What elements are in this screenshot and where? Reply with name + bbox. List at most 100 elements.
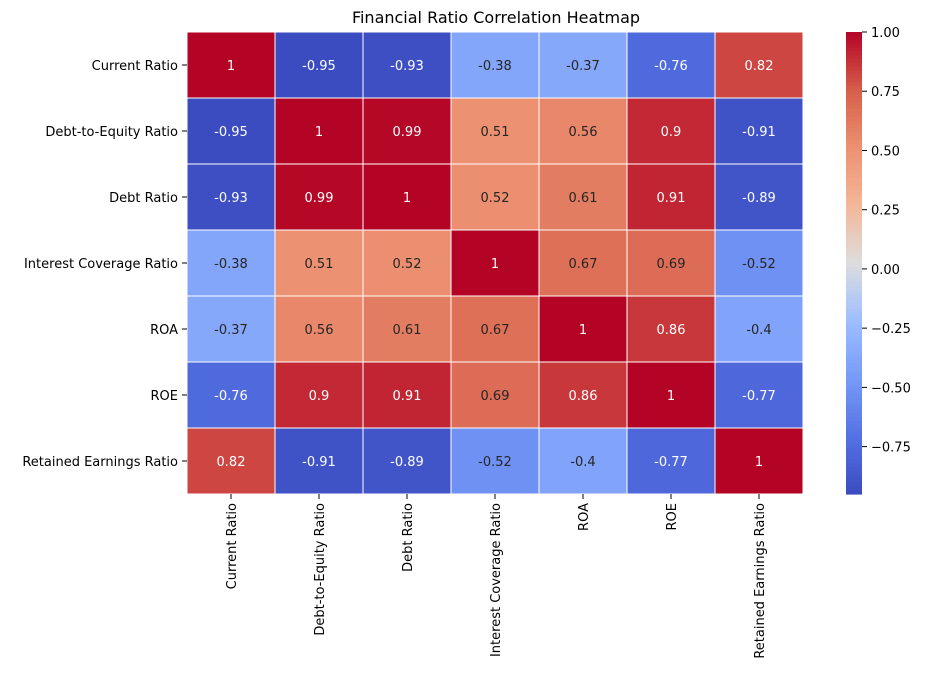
- cell-value-label: 0.67: [569, 257, 598, 272]
- heatmap-cell: [274, 163, 364, 231]
- cell-value-label: 0.91: [657, 191, 686, 206]
- colorbar-segment: [846, 428, 862, 433]
- heatmap-cell: [450, 229, 540, 297]
- heatmap-cell: [362, 31, 452, 99]
- heatmap-cell: [626, 31, 716, 99]
- colorbar-segment: [846, 112, 862, 118]
- colorbar-tick-label: 0.50: [871, 144, 900, 159]
- cell-value-label: -0.93: [390, 59, 424, 74]
- heatmap-cell: [714, 229, 804, 297]
- colorbar-tick-label: 0.75: [871, 85, 900, 100]
- row-tick-label: Interest Coverage Ratio: [24, 257, 178, 272]
- heatmap-cell: [626, 229, 716, 297]
- heatmap-cell: [362, 361, 452, 429]
- cell-value-label: -0.93: [214, 191, 248, 206]
- colorbar-segment: [846, 401, 862, 407]
- heatmap-cell: [362, 97, 452, 165]
- colorbar-segment: [846, 297, 862, 303]
- cell-value-label: -0.4: [746, 323, 771, 338]
- heatmap-cell: [362, 427, 452, 495]
- cell-value-label: -0.95: [302, 59, 336, 74]
- heatmap-cell: [714, 163, 804, 231]
- colorbar-segment: [846, 432, 862, 437]
- colorbar-tick-label: 0.00: [871, 263, 900, 278]
- colorbar-segment: [846, 251, 862, 256]
- colorbar-segment: [846, 289, 862, 295]
- cell-value-label: -0.37: [214, 323, 248, 338]
- heatmap-cell: [274, 31, 364, 99]
- column-tick-label: Interest Coverage Ratio: [489, 503, 504, 657]
- colorbar-segment: [846, 105, 862, 110]
- colorbar-segment: [846, 486, 862, 491]
- colorbar-segment: [846, 490, 862, 495]
- colorbar-segment: [846, 320, 862, 326]
- colorbar-segment: [846, 386, 862, 391]
- row-tick-label: Debt Ratio: [109, 191, 178, 206]
- colorbar-segment: [846, 305, 862, 310]
- colorbar-segment: [846, 417, 862, 422]
- colorbar-segment: [846, 378, 862, 383]
- colorbar-segment: [846, 66, 862, 72]
- colorbar-segment: [846, 70, 862, 75]
- colorbar-segment: [846, 255, 862, 260]
- colorbar-segment: [846, 132, 862, 137]
- colorbar-segment: [846, 166, 862, 172]
- heatmap-cell: [450, 31, 540, 99]
- colorbar-segment: [846, 247, 862, 253]
- cell-value-label: 0.61: [569, 191, 598, 206]
- heatmap-cell: [714, 295, 804, 363]
- colorbar-segment: [846, 451, 862, 457]
- colorbar-segment: [846, 278, 862, 283]
- cell-value-label: 0.69: [657, 257, 686, 272]
- cell-value-label: 0.56: [569, 125, 598, 140]
- colorbar-segment: [846, 455, 862, 460]
- cell-value-label: 0.99: [393, 125, 422, 140]
- row-tick-label: ROE: [151, 389, 178, 404]
- heatmap-cell: [450, 427, 540, 495]
- heatmap-cell: [274, 361, 364, 429]
- colorbar-segment: [846, 374, 862, 380]
- heatmap-cell: [538, 97, 628, 165]
- colorbar-segment: [846, 85, 862, 91]
- colorbar-segment: [846, 347, 862, 353]
- colorbar-segment: [846, 124, 862, 129]
- colorbar-segment: [846, 39, 862, 45]
- colorbar-segment: [846, 440, 862, 445]
- colorbar-segment: [846, 467, 862, 472]
- cell-value-label: 0.86: [569, 389, 598, 404]
- row-tick-label: Retained Earnings Ratio: [22, 455, 178, 470]
- colorbar-segment: [846, 282, 862, 287]
- colorbar-segment: [846, 420, 862, 426]
- heatmap-cell: [714, 97, 804, 165]
- column-tick-label: Retained Earnings Ratio: [753, 503, 768, 659]
- colorbar-segment: [846, 474, 862, 480]
- cell-value-label: 0.9: [309, 389, 330, 404]
- colorbar-segment: [846, 155, 862, 160]
- colorbar-segment: [846, 135, 862, 141]
- cell-value-label: 0.86: [657, 323, 686, 338]
- colorbar-tick-label: 1.00: [871, 26, 900, 41]
- colorbar-segment: [846, 443, 862, 449]
- colorbar-segment: [846, 405, 862, 410]
- row-tick-label: Debt-to-Equity Ratio: [45, 125, 178, 140]
- colorbar-segment: [846, 463, 862, 468]
- colorbar-segment: [846, 459, 862, 464]
- colorbar-segment: [846, 120, 862, 125]
- colorbar-segment: [846, 97, 862, 102]
- colorbar-segment: [846, 143, 862, 149]
- heatmap-cell: [186, 229, 276, 297]
- colorbar-segment: [846, 51, 862, 56]
- colorbar-segment: [846, 274, 862, 279]
- colorbar-segment: [846, 205, 862, 210]
- cell-value-label: 0.56: [305, 323, 334, 338]
- colorbar-segment: [846, 232, 862, 237]
- colorbar-tick-label: 0.25: [871, 204, 900, 219]
- colorbar-segment: [846, 35, 862, 41]
- heatmap-cell: [186, 31, 276, 99]
- heatmap-cell: [538, 31, 628, 99]
- colorbar-segment: [846, 366, 862, 372]
- colorbar-segment: [846, 343, 862, 349]
- colorbar-segment: [846, 89, 862, 95]
- cell-value-label: -0.91: [302, 455, 336, 470]
- colorbar-segment: [846, 382, 862, 387]
